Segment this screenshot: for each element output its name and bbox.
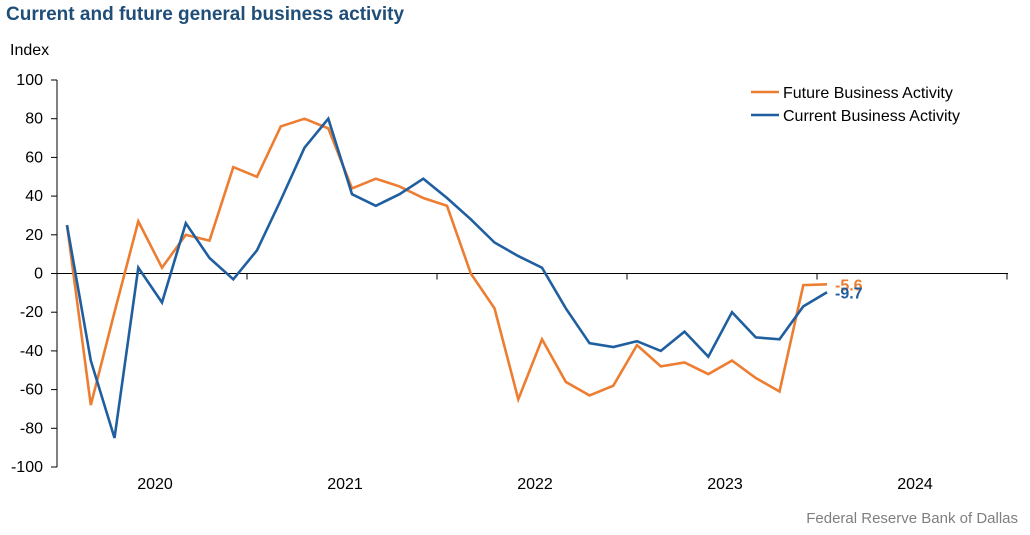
- y-tick-label: 20: [25, 227, 43, 244]
- legend-entry: Current Business Activity: [783, 108, 960, 125]
- x-tick-label: 2020: [137, 476, 173, 493]
- y-tick-label: -60: [20, 382, 43, 399]
- y-tick-label: 60: [25, 149, 43, 166]
- legend-entry: Future Business Activity: [783, 85, 953, 102]
- y-tick-label: -40: [20, 343, 43, 360]
- y-tick-label: 0: [34, 266, 43, 283]
- y-tick-label: 100: [16, 72, 43, 89]
- y-tick-label: -80: [20, 420, 43, 437]
- x-tick-label: 2021: [327, 476, 363, 493]
- y-tick-label: -100: [11, 459, 43, 476]
- y-tick-label: 40: [25, 188, 43, 205]
- x-tick-label: 2022: [517, 476, 553, 493]
- chart-title: Current and future general business acti…: [6, 4, 405, 25]
- x-tick-label: 2024: [897, 476, 933, 493]
- x-tick-label: 2023: [707, 476, 743, 493]
- current-activity-line: [65, 116, 828, 439]
- current-end-label: -9.7: [835, 285, 863, 302]
- y-tick-label: -20: [20, 304, 43, 321]
- y-axis-label: Index: [10, 42, 50, 59]
- future-end-label: -5.6: [835, 277, 863, 294]
- y-tick-label: 80: [25, 111, 43, 128]
- source-note: Federal Reserve Bank of Dallas: [806, 510, 1018, 527]
- future-activity-line: [65, 117, 828, 406]
